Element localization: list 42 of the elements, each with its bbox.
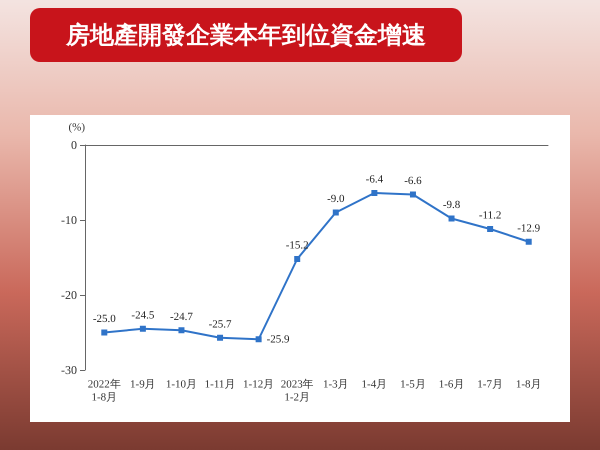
chart-title: 房地產開發企業本年到位資金增速 (30, 8, 462, 62)
data-label: -12.9 (517, 222, 541, 234)
x-tick-label: 1-3月 (322, 378, 349, 390)
point (178, 327, 184, 334)
x-tick-label: 1-6月 (438, 378, 464, 390)
point (410, 192, 416, 198)
y-tick-label: -20 (61, 288, 77, 302)
y-tick-label: -30 (61, 363, 77, 377)
data-label: -6.4 (366, 174, 384, 186)
x-tick-label: 1-12月 (243, 378, 274, 390)
y-axis-title: (%) (68, 122, 86, 134)
point (526, 238, 532, 245)
data-label: -11.2 (478, 210, 502, 222)
x-tick-label: 1-11月 (204, 378, 236, 390)
point (217, 334, 224, 341)
x-tick-label: 1-10月 (166, 378, 198, 390)
data-label: -25.0 (92, 313, 116, 325)
x-tick-label: 2022年 1-8月 (88, 378, 121, 404)
data-label: -9.8 (442, 199, 461, 211)
data-label: -25.7 (208, 318, 232, 330)
point (294, 256, 300, 262)
x-tick-label: 1-4月 (362, 378, 388, 390)
point (256, 336, 262, 342)
y-tick-label: 0 (71, 138, 77, 152)
data-label: -15.2 (286, 240, 309, 252)
data-label: -24.7 (170, 310, 194, 323)
x-tick-label: 1-5月 (400, 378, 426, 390)
point (487, 226, 494, 232)
x-tick-label: 1-7月 (477, 378, 503, 390)
point (448, 216, 455, 222)
x-tick-label: 1-9月 (130, 378, 156, 390)
data-label: -25.9 (266, 333, 290, 346)
data-label: -9.0 (327, 193, 345, 205)
x-tick-label: 1-8月 (516, 378, 542, 390)
data-label: -24.5 (131, 309, 155, 322)
point (140, 326, 146, 332)
point (371, 190, 378, 196)
point (332, 210, 339, 216)
point (101, 330, 108, 336)
y-tick-label: -10 (61, 213, 77, 227)
x-tick-label: 2023年 1-2月 (280, 378, 314, 404)
data-label: -6.6 (404, 175, 422, 187)
